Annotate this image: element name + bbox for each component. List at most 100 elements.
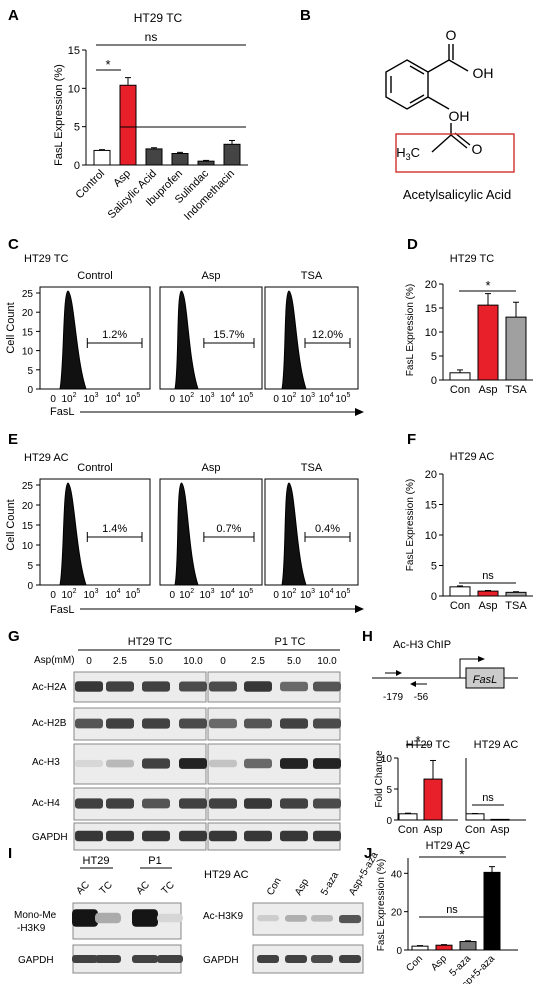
gate-percentage: 1.2% xyxy=(102,329,127,341)
group-label: HT29 xyxy=(83,855,110,867)
band xyxy=(179,798,207,809)
band xyxy=(179,830,207,842)
panel-letter: E xyxy=(8,431,18,448)
chart-title: HT29 AC xyxy=(474,739,519,751)
y-tick-label: 15 xyxy=(68,45,80,57)
y-tick-label: 0 xyxy=(27,581,33,592)
x-tick-label: Asp xyxy=(479,384,498,396)
histogram: TSA 0.4% 0 102 103 104 105 xyxy=(264,462,359,601)
dose-label: 2.5 xyxy=(113,656,127,667)
y-ticks: 0 5 10 15 xyxy=(68,45,86,172)
y-tick-label: 20 xyxy=(22,308,34,319)
x-tick-label: 102 xyxy=(281,392,296,405)
x-tick-label: 102 xyxy=(179,392,194,405)
histogram-peak xyxy=(59,290,87,390)
histogram: Asp 0.7% 0 102 103 104 105 xyxy=(159,462,263,601)
x-tick-label: 105 xyxy=(125,392,140,405)
x-tick-label: 0 xyxy=(169,394,175,405)
histogram-title: TSA xyxy=(301,270,323,282)
bar xyxy=(483,871,501,951)
chip-title: Ac-H3 ChIP xyxy=(393,639,451,651)
band xyxy=(132,909,158,927)
y-tick-label: 10 xyxy=(381,754,393,765)
panel-j: J HT29 AC FasL Expression (%) 0 20 40 Con A… xyxy=(364,840,518,984)
x-tick-label: TSA xyxy=(505,384,527,396)
band xyxy=(142,681,170,692)
primer-position: -56 xyxy=(414,692,429,703)
y-tick-label: 15 xyxy=(22,327,34,338)
lane-label: 5-aza xyxy=(319,870,341,898)
y-axis-label: FasL Expression (%) xyxy=(53,64,65,166)
band xyxy=(75,830,103,842)
gate-percentage: 1.4% xyxy=(102,523,127,535)
dose-label: 5.0 xyxy=(149,656,163,667)
band xyxy=(280,758,308,769)
bars xyxy=(93,77,241,166)
band xyxy=(75,759,103,768)
dose-label: 2.5 xyxy=(251,656,265,667)
row-label: Ac-H3 xyxy=(32,757,60,768)
panel-letter: H xyxy=(362,628,373,645)
band xyxy=(72,909,98,927)
band xyxy=(280,798,308,809)
ns-label: ns xyxy=(482,792,494,804)
row-label: Ac-H2A xyxy=(32,682,67,693)
band xyxy=(142,798,170,809)
bar xyxy=(197,160,215,166)
atom-label: OH xyxy=(449,108,470,124)
arrow-head xyxy=(355,605,364,613)
star-label: * xyxy=(105,57,110,72)
histogram: Control 1.4% 0 102 103 104 105 xyxy=(39,462,151,601)
x-tick-label: 0 xyxy=(273,394,279,405)
dose-label: 10.0 xyxy=(183,656,203,667)
gene-label: FasL xyxy=(473,674,497,686)
band xyxy=(142,830,170,842)
arrow-head xyxy=(410,681,416,687)
x-tick-label: 103 xyxy=(199,392,214,405)
band xyxy=(142,718,170,729)
group-label: HT29 AC xyxy=(204,869,249,881)
panel-g: G HT29 TC P1 TC Asp(mM) 0 0 2.5 2.5 5.0 5.0 10… xyxy=(8,628,341,851)
y-tick-label: 25 xyxy=(22,481,34,492)
compound-caption: Acetylsalicylic Acid xyxy=(403,187,511,202)
band xyxy=(280,681,308,692)
band xyxy=(209,718,237,729)
y-tick-label: 20 xyxy=(391,908,403,919)
y-axis-label: FasL Expression (%) xyxy=(376,859,387,951)
x-tick-label: 104 xyxy=(105,588,120,601)
band xyxy=(244,718,272,729)
benzene-ring xyxy=(385,59,429,110)
ns-label: ns xyxy=(145,30,158,44)
group-label: HT29 TC xyxy=(128,636,172,648)
lane-label: AC xyxy=(74,879,92,897)
histogram-title: Control xyxy=(77,462,112,474)
bar xyxy=(449,586,471,597)
x-tick-label: 102 xyxy=(61,588,76,601)
histogram-peak xyxy=(174,290,199,390)
y-tick-label: 10 xyxy=(425,530,437,542)
y-tick-label: 0 xyxy=(431,591,437,603)
bar xyxy=(411,945,429,951)
dose-label: 10.0 xyxy=(317,656,337,667)
atom-label: OH xyxy=(473,65,494,81)
row-label: Mono-Me xyxy=(14,910,57,921)
band xyxy=(311,955,333,963)
x-tick-label: 104 xyxy=(220,392,235,405)
band xyxy=(75,681,103,692)
x-tick-label: 104 xyxy=(319,392,334,405)
y-tick-label: 15 xyxy=(425,500,437,512)
panel-letter: I xyxy=(8,845,12,862)
atom-label: O xyxy=(472,141,483,157)
histogram: Control 1.2% 0 102 103 104 105 xyxy=(39,270,151,405)
chip-chart: HT29 AC Con Asp xyxy=(465,739,526,836)
plot-frame xyxy=(159,286,263,390)
x-tick-label: 0 xyxy=(50,590,56,601)
x-tick-labels: Con Asp TSA xyxy=(450,384,527,396)
y-tick-label: 15 xyxy=(425,303,437,315)
band xyxy=(179,758,207,769)
x-tick-label: Asp xyxy=(429,953,449,973)
row-label: GAPDH xyxy=(18,955,54,966)
atom-label: O xyxy=(446,27,457,43)
